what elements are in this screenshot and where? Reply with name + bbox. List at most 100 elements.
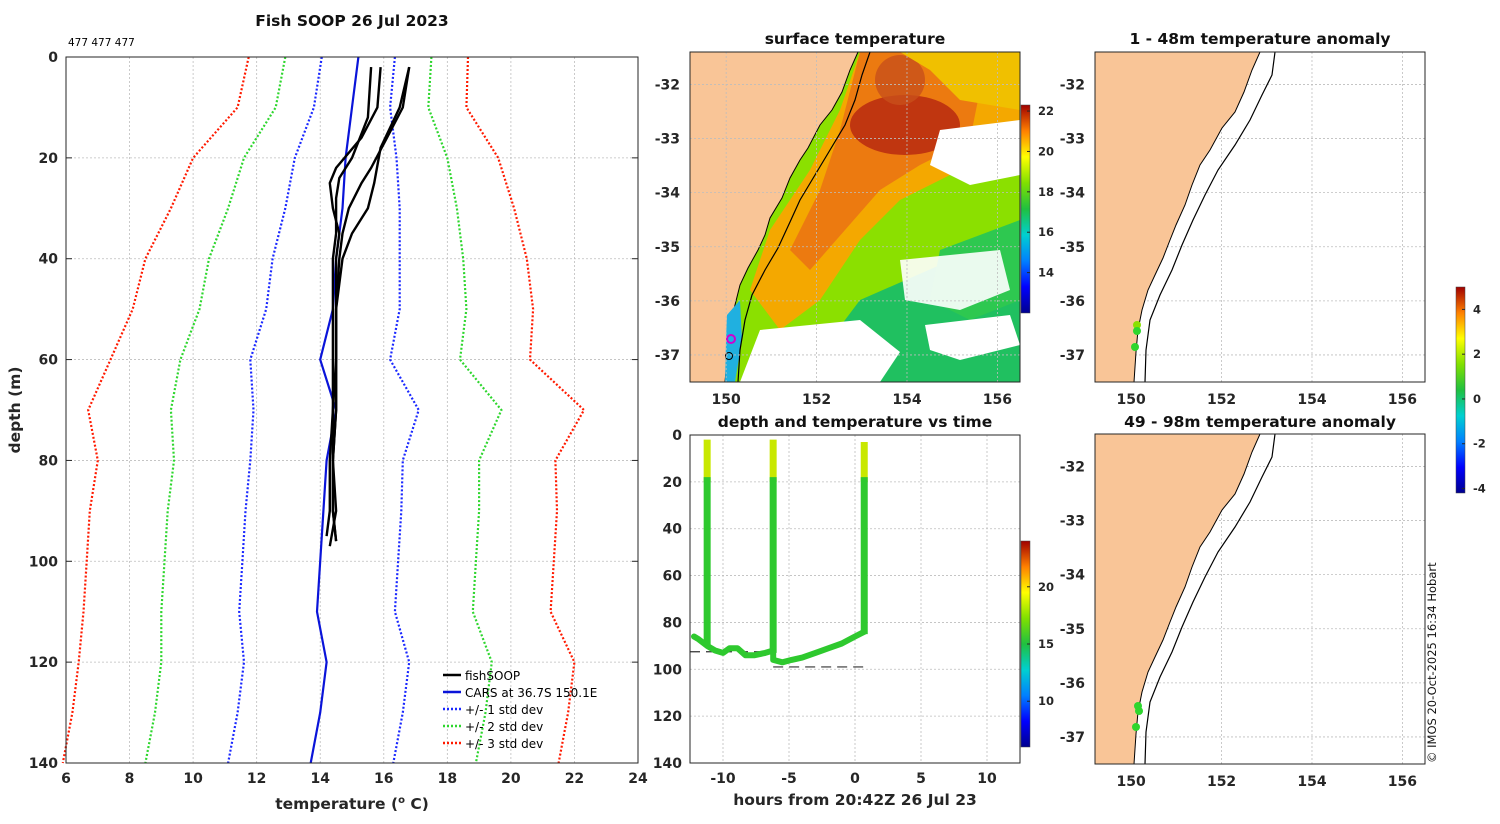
map-ytick-label: -37 <box>1060 730 1085 746</box>
legend-item-std1: +/- 1 std dev <box>443 703 543 717</box>
std2-lower-line <box>144 56 287 764</box>
map-ytick-label: -32 <box>1060 77 1085 93</box>
colorbar-tick-label: 16 <box>1038 225 1054 239</box>
legend-item-fishsoop: fishSOOP <box>443 669 520 683</box>
map-xtick-label: 152 <box>1207 392 1236 408</box>
profile-ytick-label: 80 <box>39 453 59 469</box>
profile-ytick-label: 20 <box>39 151 59 167</box>
time-ytick-label: 120 <box>653 709 682 725</box>
profile-ytick-label: 40 <box>39 252 59 268</box>
profile-xtick-label: 22 <box>565 771 584 787</box>
time-ytick-label: 60 <box>663 569 683 585</box>
profile-ytick-label: 120 <box>29 655 58 671</box>
profile-legend: fishSOOP CARS at 36.7S 150.1E +/- 1 std … <box>443 669 597 751</box>
profile-count-annotation: 477 477 477 <box>68 37 135 49</box>
map-xtick-label: 150 <box>712 392 741 408</box>
map-ytick-label: -36 <box>1060 294 1085 310</box>
std3-upper-line <box>465 56 586 764</box>
profile-xtick-label: 6 <box>61 771 71 787</box>
profile-xtick-label: 12 <box>247 771 266 787</box>
time-ytick-label: 80 <box>663 615 683 631</box>
svg-text:CARS at 36.7S 150.1E: CARS at 36.7S 150.1E <box>465 686 597 700</box>
colorbar-tick-label: 22 <box>1038 104 1054 118</box>
map-ytick-label: -33 <box>655 132 680 148</box>
sst-title: surface temperature <box>765 30 946 48</box>
sst-panel: surface temperature 150 152 154 <box>655 30 1054 408</box>
colorbar-tick-label: 14 <box>1038 266 1054 280</box>
anomaly-deep-point <box>1132 723 1140 731</box>
map-xtick-label: 152 <box>802 392 831 408</box>
map-xtick-label: 152 <box>1207 774 1236 790</box>
cars-line <box>309 56 360 764</box>
legend-item-std2: +/- 2 std dev <box>443 720 543 734</box>
sst-position-marker-2 <box>725 352 733 360</box>
map-ytick-label: -34 <box>1060 568 1086 584</box>
profile-ytick-label: 140 <box>29 756 58 772</box>
time-xtick-label: -5 <box>781 771 797 787</box>
time-xlabel: hours from 20:42Z 26 Jul 23 <box>733 791 977 809</box>
map-ytick-label: -36 <box>1060 676 1085 692</box>
colorbar-tick-label: 20 <box>1038 144 1054 158</box>
svg-text:+/- 3 std dev: +/- 3 std dev <box>465 737 543 751</box>
profile-xlabel: temperature (o C) <box>275 795 429 813</box>
anomaly-deep-point <box>1135 707 1143 715</box>
legend-item-cars: CARS at 36.7S 150.1E <box>443 686 597 700</box>
profile-ytick-label: 100 <box>29 554 58 570</box>
colorbar-tick-label: -4 <box>1473 482 1486 496</box>
anomaly-shallow-point <box>1133 327 1141 335</box>
time-xtick-label: 10 <box>977 771 997 787</box>
map-xtick-label: 156 <box>1388 774 1417 790</box>
sst-colorbar: 14 16 18 20 22 <box>1020 104 1054 314</box>
anomaly-deep-isobath <box>1144 434 1276 764</box>
map-ytick-label: -34 <box>1060 186 1086 202</box>
time-xtick-label: 5 <box>916 771 926 787</box>
map-ytick-label: -37 <box>655 348 680 364</box>
profile-xtick-label: 18 <box>438 771 457 787</box>
fishsoop-profile-line <box>328 66 411 547</box>
profile-xtick-label: 24 <box>628 771 648 787</box>
colorbar-tick-label: 15 <box>1038 637 1054 651</box>
map-ytick-label: -35 <box>1060 622 1085 638</box>
time-ytick-label: 0 <box>672 428 682 444</box>
colorbar-tick-label: 20 <box>1038 580 1054 594</box>
map-ytick-label: -33 <box>1060 514 1085 530</box>
profile-xtick-label: 14 <box>310 771 330 787</box>
fishsoop-profile-line <box>325 67 373 537</box>
profile-xtick-label: 20 <box>501 771 521 787</box>
svg-text:+/- 2 std dev: +/- 2 std dev <box>465 720 543 734</box>
anomaly-shallow-isobath <box>1144 52 1276 382</box>
map-xtick-label: 156 <box>983 392 1012 408</box>
map-xtick-label: 154 <box>1297 774 1326 790</box>
map-ytick-label: -35 <box>655 240 680 256</box>
anomaly-shallow-point <box>1131 343 1139 351</box>
anomaly-shallow-panel: 1 - 48m temperature anomaly 150 152 154 156… <box>1060 30 1426 408</box>
sst-position-marker <box>726 334 736 344</box>
profile-axes-frame <box>65 56 639 764</box>
anomaly-deep-panel: 49 - 98m temperature anomaly 150 152 154 15… <box>1060 413 1426 790</box>
profile-xtick-label: 16 <box>374 771 393 787</box>
colorbar-tick-label: -2 <box>1473 437 1486 451</box>
profile-ytick-label: 0 <box>48 50 58 66</box>
anomaly-shallow-point <box>1133 321 1141 329</box>
std1-upper-line <box>388 56 420 764</box>
legend-item-std3: +/- 3 std dev <box>443 737 543 751</box>
sst-map <box>690 52 1020 382</box>
map-xtick-label: 154 <box>892 392 921 408</box>
imos-credit: © IMOS 20-Oct-2025 16:34 Hobart <box>1425 562 1439 763</box>
map-xtick-label: 150 <box>1117 774 1146 790</box>
svg-text:+/- 1 std dev: +/- 1 std dev <box>465 703 543 717</box>
anomaly-shallow-land <box>1095 52 1261 382</box>
colorbar-tick-label: 0 <box>1473 392 1481 406</box>
map-ytick-label: -34 <box>655 186 681 202</box>
time-xtick-label: -10 <box>710 771 736 787</box>
bottom-tow-track <box>691 628 868 666</box>
map-xtick-label: 154 <box>1297 392 1326 408</box>
map-xtick-label: 156 <box>1388 392 1417 408</box>
profile-panel: 6 8 10 12 14 16 18 20 22 24 0 20 40 60 80 100 120 140 dep… <box>6 50 648 813</box>
anomaly-shallow-title: 1 - 48m temperature anomaly <box>1129 30 1390 48</box>
anomaly-deep-title: 49 - 98m temperature anomaly <box>1124 413 1396 431</box>
time-ytick-label: 100 <box>653 662 682 678</box>
map-ytick-label: -36 <box>655 294 680 310</box>
std2-upper-line <box>427 56 503 764</box>
time-ytick-label: 140 <box>653 756 682 772</box>
